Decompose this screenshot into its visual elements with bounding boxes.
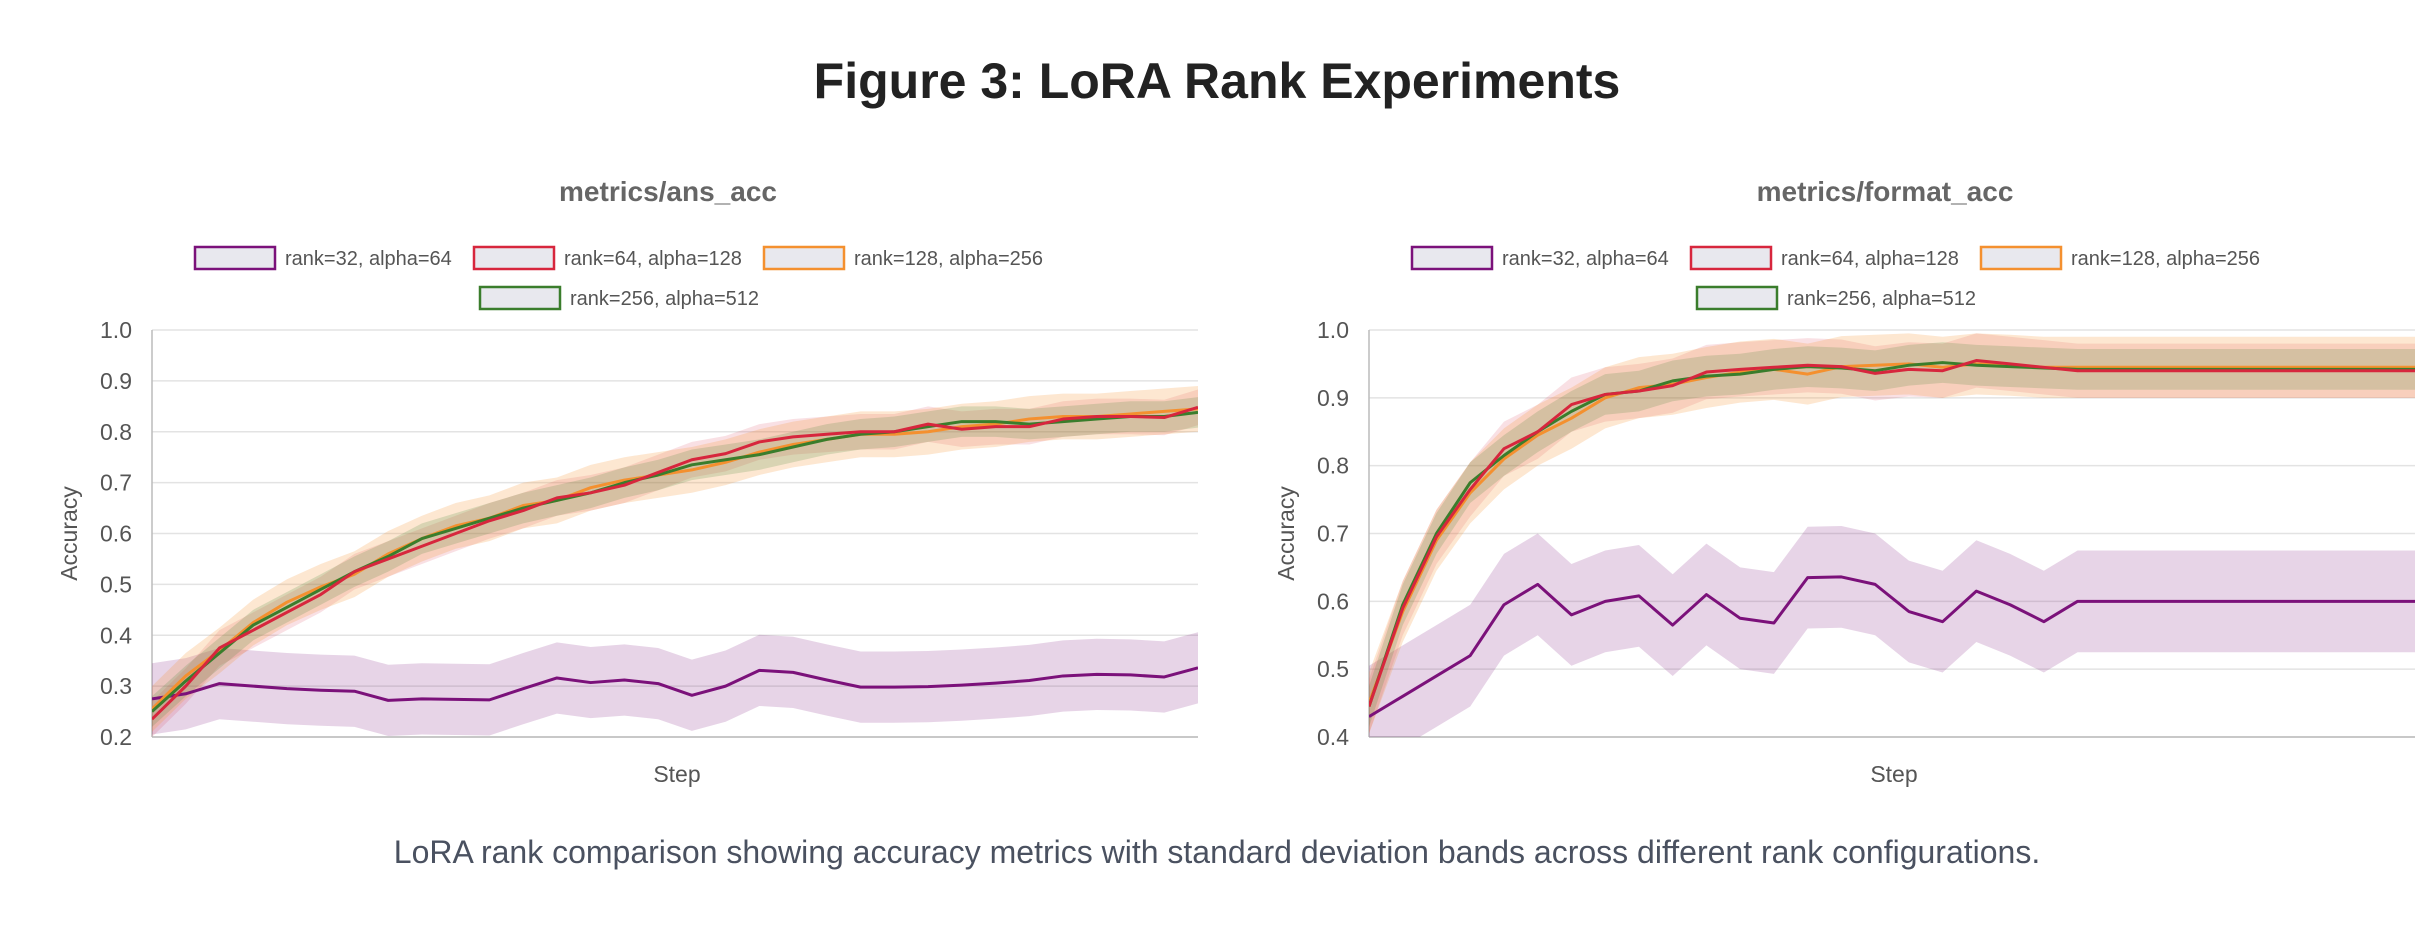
chart-title: metrics/ans_acc bbox=[559, 176, 777, 207]
band-rank-64-alpha-128 bbox=[1369, 333, 2415, 734]
legend-swatch bbox=[1410, 245, 1494, 271]
legend-swatch bbox=[478, 285, 562, 311]
band-rank-64-alpha-128 bbox=[152, 389, 1198, 737]
band-rank-256-alpha-512 bbox=[152, 397, 1198, 727]
series-line-rank-32-alpha-64 bbox=[152, 666, 1198, 702]
y-tick-label: 0.2 bbox=[100, 724, 132, 750]
x-axis-label: Step bbox=[653, 761, 700, 787]
y-tick-label: 0.4 bbox=[1317, 724, 1349, 750]
figure-caption: LoRA rank comparison showing accuracy me… bbox=[393, 834, 2041, 870]
y-tick-label: 0.7 bbox=[100, 470, 132, 496]
y-tick-label: 0.6 bbox=[100, 521, 132, 547]
y-tick-label: 0.6 bbox=[1317, 588, 1349, 614]
legend-item-rank-256-alpha-512[interactable]: rank=256, alpha=512 bbox=[478, 285, 759, 311]
legend-label: rank=32, alpha=64 bbox=[285, 248, 452, 270]
y-tick-label: 0.5 bbox=[1317, 656, 1349, 682]
chart-ans-acc: metrics/ans_acc rank=32, alpha=64 rank=64,… bbox=[56, 176, 1198, 787]
legend-label: rank=256, alpha=512 bbox=[1787, 288, 1976, 310]
legend-label: rank=64, alpha=128 bbox=[564, 248, 742, 270]
y-tick-label: 0.8 bbox=[100, 419, 132, 445]
legend-label: rank=256, alpha=512 bbox=[570, 288, 759, 310]
legend-label: rank=64, alpha=128 bbox=[1781, 248, 1959, 270]
figure-title: Figure 3: LoRA Rank Experiments bbox=[813, 53, 1621, 109]
y-tick-label: 0.4 bbox=[100, 622, 132, 648]
series-line-rank-256-alpha-512 bbox=[152, 410, 1198, 713]
legend-swatch bbox=[762, 245, 846, 271]
legend-swatch bbox=[1695, 285, 1779, 311]
legend-item-rank-128-alpha-256[interactable]: rank=128, alpha=256 bbox=[1979, 245, 2260, 271]
band-rank-32-alpha-64 bbox=[152, 632, 1198, 736]
series-line-rank-64-alpha-128 bbox=[152, 405, 1198, 721]
y-axis-label: Accuracy bbox=[1273, 486, 1299, 581]
band-rank-32-alpha-64 bbox=[1369, 526, 2415, 737]
chart-format-acc: metrics/format_acc rank=32, alpha=64 rank=… bbox=[1273, 176, 2415, 787]
series-line-rank-32-alpha-64 bbox=[1369, 575, 2415, 718]
y-tick-label: 0.8 bbox=[1317, 453, 1349, 479]
y-axis-label: Accuracy bbox=[56, 486, 82, 581]
band-rank-128-alpha-256 bbox=[1369, 333, 2415, 734]
legend-item-rank-64-alpha-128[interactable]: rank=64, alpha=128 bbox=[472, 245, 742, 271]
y-tick-label: 1.0 bbox=[100, 317, 132, 343]
legend-label: rank=128, alpha=256 bbox=[2071, 248, 2260, 270]
legend-swatch bbox=[193, 245, 277, 271]
legend-swatch bbox=[472, 245, 556, 271]
legend-item-rank-128-alpha-256[interactable]: rank=128, alpha=256 bbox=[762, 245, 1043, 271]
y-tick-label: 0.3 bbox=[100, 673, 132, 699]
legend-swatch bbox=[1689, 245, 1773, 271]
series-line-rank-64-alpha-128 bbox=[1369, 359, 2415, 707]
y-tick-label: 0.5 bbox=[100, 571, 132, 597]
legend-item-rank-32-alpha-64[interactable]: rank=32, alpha=64 bbox=[193, 245, 452, 271]
legend-item-rank-64-alpha-128[interactable]: rank=64, alpha=128 bbox=[1689, 245, 1959, 271]
y-tick-label: 0.7 bbox=[1317, 521, 1349, 547]
legend-swatch bbox=[1979, 245, 2063, 271]
legend-item-rank-32-alpha-64[interactable]: rank=32, alpha=64 bbox=[1410, 245, 1669, 271]
x-axis-label: Step bbox=[1870, 761, 1917, 787]
chart-title: metrics/format_acc bbox=[1757, 176, 2014, 207]
series-line-rank-128-alpha-256 bbox=[1369, 362, 2415, 704]
legend-label: rank=32, alpha=64 bbox=[1502, 248, 1669, 270]
band-rank-256-alpha-512 bbox=[1369, 342, 2415, 727]
y-tick-label: 0.9 bbox=[1317, 385, 1349, 411]
legend-label: rank=128, alpha=256 bbox=[854, 248, 1043, 270]
legend-item-rank-256-alpha-512[interactable]: rank=256, alpha=512 bbox=[1695, 285, 1976, 311]
y-tick-label: 0.9 bbox=[100, 368, 132, 394]
y-tick-label: 1.0 bbox=[1317, 317, 1349, 343]
